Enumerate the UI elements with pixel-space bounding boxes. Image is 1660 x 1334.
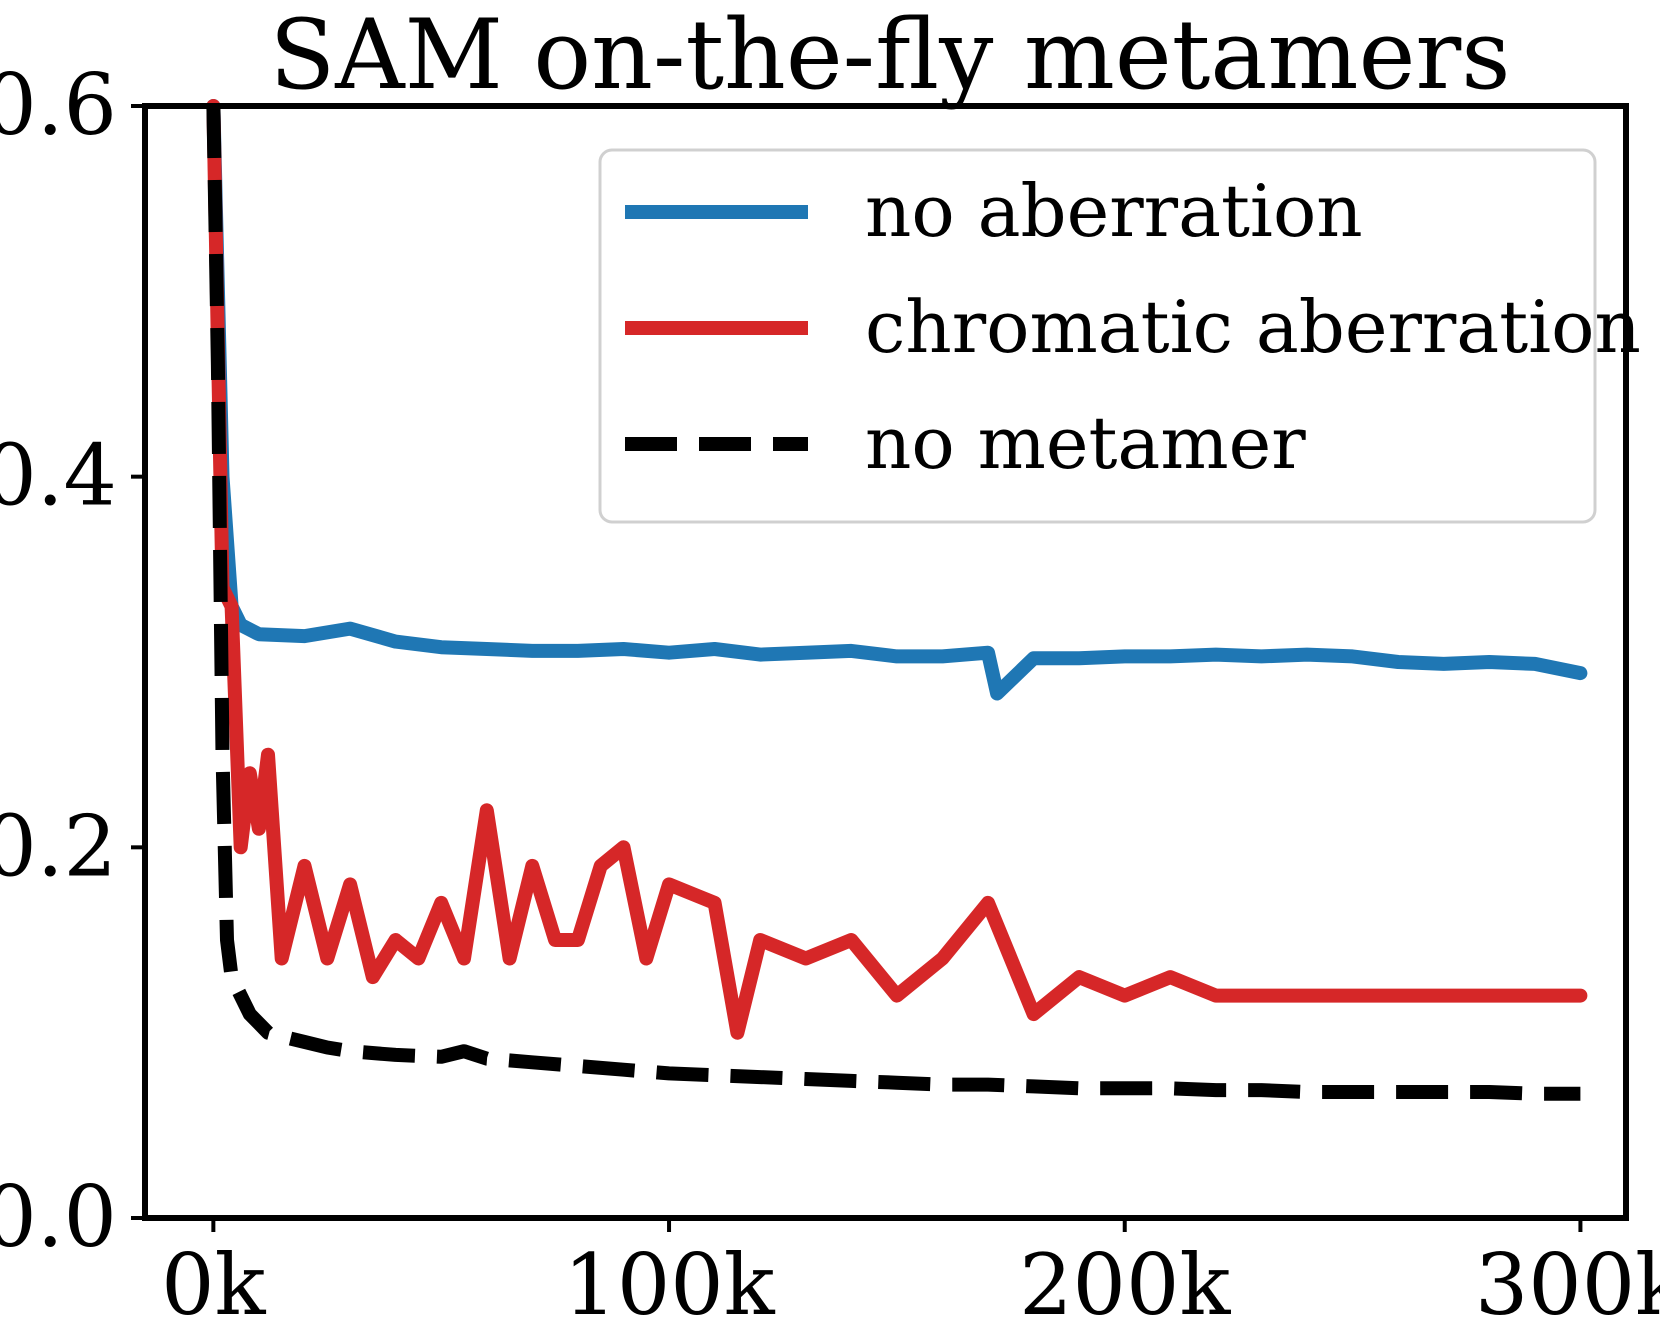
legend-box [598, 148, 1597, 524]
chart-title: SAM on-the-fly metamers [269, 0, 1510, 111]
legend-label-no-aberration: no aberration [865, 169, 1363, 253]
series-line-no-aberration [206, 99, 1588, 701]
legend-label-chromatic-aberration: chromatic aberration [865, 285, 1641, 369]
y-tick-label: 0.2 [0, 797, 117, 895]
series-line-chromatic-aberration [206, 99, 1588, 1040]
y-tick-label: 0.4 [0, 427, 117, 525]
x-tick-label: 100k [563, 1236, 775, 1334]
axes-layer: 0k 100k 200k 300k 0.0 0.2 0.4 0.6 [0, 56, 1660, 1334]
plot-frame [142, 103, 1629, 1221]
legend-label-no-metamer: no metamer [865, 401, 1306, 485]
y-tick-label: 0.6 [0, 56, 117, 154]
x-tick-label: 200k [1019, 1236, 1231, 1334]
series-line-no-metamer [206, 105, 1581, 1101]
series-layer [206, 99, 1588, 1101]
legend: no aberration chromatic aberration no meta… [598, 148, 1641, 524]
x-tick-label: 0k [161, 1236, 266, 1334]
y-tick-label: 0.0 [0, 1168, 117, 1266]
x-tick-label: 300k [1475, 1236, 1660, 1334]
